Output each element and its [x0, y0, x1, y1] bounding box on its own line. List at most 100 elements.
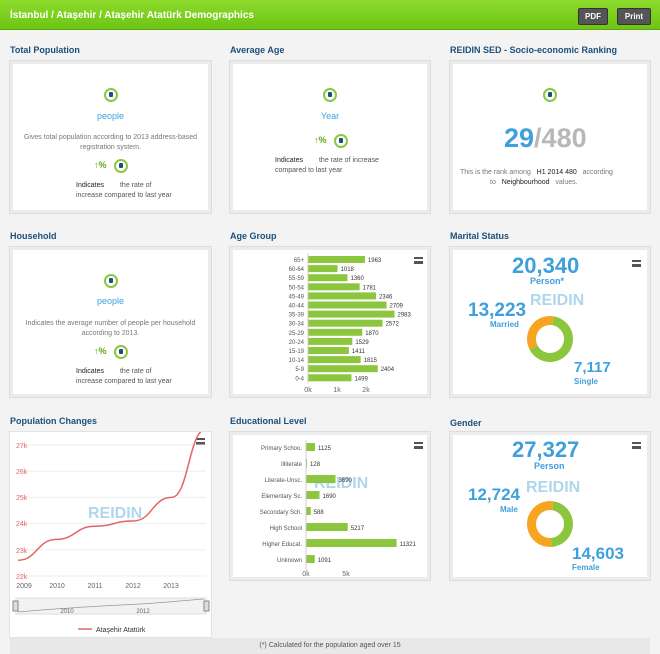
sed-rank: 29 — [504, 123, 535, 153]
indicates-note: Indicates the rate of increase compared … — [275, 156, 405, 176]
bar[interactable] — [308, 337, 353, 345]
breadcrumb: İstanbul / Ataşehir / Ataşehir Atatürk D… — [10, 10, 254, 21]
range-navigator[interactable] — [15, 597, 207, 615]
bar[interactable] — [306, 539, 397, 547]
gender-total: 27,327 — [512, 437, 580, 462]
category-label: 5-9 — [295, 367, 304, 373]
category-label: 60-64 — [289, 267, 305, 273]
increase-percent: ↑% — [94, 160, 107, 170]
category-label: Primary Schoo. — [261, 446, 302, 452]
donut-slice-single[interactable] — [527, 316, 554, 350]
total-population-description: Gives total population according to 2013… — [23, 134, 198, 151]
category-label: Literate-Unsc. — [265, 478, 303, 484]
total-population-heading: Total Population — [10, 45, 80, 55]
bar[interactable] — [308, 328, 363, 336]
navigator-series-line — [17, 598, 205, 613]
household-description: Indicates the average number of people p… — [25, 320, 196, 337]
bar[interactable] — [308, 256, 365, 263]
single-label: Single — [574, 377, 599, 386]
bar[interactable] — [308, 310, 395, 318]
average-age-heading: Average Age — [230, 45, 285, 55]
chart-menu-icon[interactable] — [196, 438, 205, 445]
bar-value-label: 128 — [310, 462, 321, 468]
bar[interactable] — [306, 475, 336, 483]
bar[interactable] — [306, 459, 308, 467]
single-value: 7,117 — [574, 359, 611, 376]
bar[interactable] — [308, 374, 352, 382]
bar[interactable] — [308, 274, 348, 282]
chart-menu-icon[interactable] — [632, 442, 641, 449]
bar[interactable] — [306, 507, 311, 515]
category-label: 15-19 — [289, 349, 305, 355]
navigator-right-handle[interactable] — [203, 600, 210, 612]
bar-value-label: 1815 — [364, 358, 378, 364]
bar[interactable] — [308, 265, 338, 273]
educational-level-card: REIDIN Primary Schoo. 1125 Illiterate 128 Li… — [229, 431, 431, 581]
bar[interactable] — [308, 319, 383, 327]
navigator-left-handle[interactable] — [12, 600, 19, 612]
reidin-watermark: REIDIN — [526, 479, 580, 496]
sed-period: H1 2014 480 — [536, 169, 577, 176]
pdf-button[interactable]: PDF — [578, 8, 608, 25]
indicates-text: the rate of increase compared to last ye… — [76, 368, 172, 385]
total-population-unit: people — [96, 111, 125, 121]
bar[interactable] — [306, 555, 315, 563]
print-button[interactable]: Print — [617, 8, 651, 25]
bar[interactable] — [306, 491, 320, 499]
category-label: 45-49 — [289, 294, 305, 300]
bar-value-label: 1018 — [341, 267, 355, 273]
bar[interactable] — [306, 523, 348, 531]
y-tick: 24k — [16, 521, 28, 528]
bar[interactable] — [306, 443, 315, 451]
bar[interactable] — [308, 301, 387, 309]
bar[interactable] — [308, 283, 360, 291]
y-tick: 23k — [16, 548, 28, 555]
x-tick: 2009 — [16, 583, 32, 590]
bar[interactable] — [308, 292, 377, 300]
x-tick: 0k — [304, 387, 312, 394]
chart-menu-icon[interactable] — [414, 442, 423, 449]
category-label: 35-39 — [289, 313, 305, 319]
bar-value-label: 5217 — [351, 526, 365, 532]
marital-donut-chart: REIDIN — [527, 292, 584, 362]
bar[interactable] — [308, 356, 361, 364]
chart-menu-icon[interactable] — [632, 260, 641, 267]
category-label: Secondary Sch. — [260, 510, 303, 516]
category-label: 50-54 — [289, 285, 305, 291]
lock-icon — [114, 345, 128, 359]
lock-icon — [114, 159, 128, 173]
sed-line-c: according — [582, 169, 613, 176]
x-tick: 2010 — [49, 583, 65, 590]
donut-slice-married[interactable] — [529, 316, 573, 362]
population-series-line — [17, 432, 202, 562]
y-tick: 27k — [16, 443, 28, 450]
sed-line-f: values. — [555, 179, 578, 186]
average-age-unit: Year — [320, 111, 340, 121]
indicates-label: Indicates — [76, 182, 105, 189]
reidin-watermark: REIDIN — [88, 505, 142, 522]
age-group-card: 65+ 1963 60-64 1018 55-59 1360 50-54 1781 45-49 2… — [229, 246, 431, 398]
category-label: Elementary Sc. — [261, 494, 302, 500]
navigator-tick: 2010 — [60, 609, 74, 615]
category-label: 40-44 — [289, 304, 305, 310]
chart-menu-icon[interactable] — [414, 257, 423, 264]
legend-label[interactable]: Ataşehir Atatürk — [96, 627, 146, 634]
donut-slice-female[interactable] — [527, 501, 554, 547]
lock-icon — [104, 274, 118, 288]
gender-heading: Gender — [450, 418, 482, 428]
male-value: 12,724 — [468, 485, 520, 504]
category-label: 25-29 — [289, 331, 305, 337]
bar[interactable] — [308, 365, 378, 373]
educational-level-heading: Educational Level — [230, 416, 307, 426]
sed-rank-total: /480 — [534, 123, 587, 153]
bar-value-label: 1690 — [323, 494, 337, 500]
bar-value-label: 2983 — [398, 313, 412, 319]
bar-value-label: 1125 — [318, 446, 332, 452]
bar[interactable] — [308, 347, 349, 354]
donut-slice-male[interactable] — [550, 501, 573, 547]
x-tick: 2013 — [163, 583, 179, 590]
x-tick: 2k — [362, 387, 370, 394]
reidin-watermark: REIDIN — [530, 292, 584, 309]
bar-value-label: 2709 — [390, 304, 404, 310]
